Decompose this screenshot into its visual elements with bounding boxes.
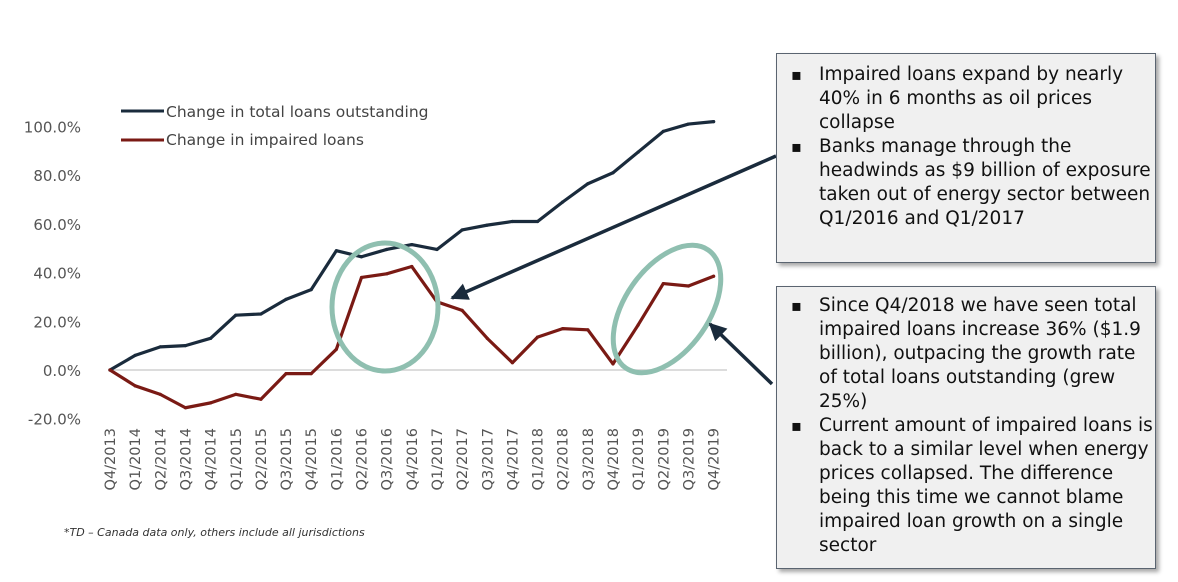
x-tick-label: Q4/2018 bbox=[606, 428, 622, 490]
data-point bbox=[460, 308, 464, 312]
data-point bbox=[561, 200, 565, 204]
line-chart: 100.0% 80.0% 60.0% 40.0% 20.0% 0.0% -20.0% Q4/… bbox=[24, 103, 727, 490]
y-tick-label: 40.0% bbox=[33, 265, 81, 283]
data-point bbox=[284, 372, 288, 376]
data-point bbox=[510, 361, 514, 365]
x-tick-label: Q4/2016 bbox=[405, 428, 421, 490]
highlight-circle-2016 bbox=[329, 240, 441, 374]
x-tick-label: Q2/2016 bbox=[355, 428, 371, 490]
callout-bullet: Impaired loans expand by nearly 40% in 6… bbox=[777, 63, 1155, 135]
x-tick-label: Q3/2016 bbox=[380, 428, 396, 490]
data-point bbox=[410, 264, 414, 269]
x-tick-label: Q4/2017 bbox=[505, 428, 521, 490]
data-point bbox=[661, 281, 665, 286]
x-tick-label: Q3/2017 bbox=[480, 428, 496, 490]
data-point bbox=[712, 120, 716, 124]
data-point bbox=[309, 288, 313, 292]
data-point bbox=[259, 312, 263, 316]
data-point bbox=[686, 284, 691, 288]
data-point bbox=[535, 219, 540, 224]
data-point bbox=[535, 335, 540, 339]
x-tick-label: Q3/2015 bbox=[279, 428, 295, 490]
highlight-circle-2019 bbox=[610, 242, 724, 376]
data-point bbox=[158, 392, 162, 396]
x-tick-label: Q1/2014 bbox=[128, 428, 144, 490]
x-tick-label: Q4/2013 bbox=[103, 428, 119, 490]
x-tick-label: Q3/2018 bbox=[581, 428, 597, 490]
series-line-impaired-loans bbox=[108, 264, 716, 410]
legend-label-impaired-loans: Change in impaired loans bbox=[166, 131, 364, 149]
legend-label-total-loans: Change in total loans outstanding bbox=[166, 103, 428, 121]
data-point bbox=[435, 247, 439, 252]
x-tick-label: Q1/2018 bbox=[531, 428, 547, 490]
data-point bbox=[510, 219, 514, 224]
callout-bullet: Banks manage through the headwinds as $9… bbox=[777, 135, 1155, 231]
y-tick-label: 80.0% bbox=[33, 167, 81, 185]
data-point bbox=[636, 323, 640, 327]
data-point bbox=[209, 336, 213, 340]
data-point bbox=[385, 247, 389, 252]
data-point bbox=[133, 353, 137, 357]
data-point bbox=[158, 345, 162, 349]
data-point bbox=[259, 397, 263, 401]
data-point bbox=[410, 242, 414, 247]
footnote: *TD – Canada data only, others include a… bbox=[64, 526, 365, 539]
x-tick-label: Q1/2015 bbox=[229, 428, 245, 490]
x-tick-label: Q2/2014 bbox=[153, 428, 169, 490]
data-point bbox=[359, 255, 364, 259]
data-point bbox=[359, 275, 364, 280]
data-point bbox=[712, 274, 716, 278]
data-point bbox=[234, 313, 238, 317]
callout-recent-growth: Since Q4/2018 we have seen total impaire… bbox=[776, 286, 1156, 569]
x-tick-label: Q4/2015 bbox=[304, 428, 320, 490]
data-point bbox=[334, 347, 338, 351]
x-tick-label: Q4/2019 bbox=[707, 428, 723, 490]
x-tick-label: Q2/2019 bbox=[656, 428, 672, 490]
callout-bullet: Current amount of impaired loans is back… bbox=[777, 414, 1155, 558]
y-tick-label: -20.0% bbox=[28, 411, 81, 429]
y-tick-label: 60.0% bbox=[33, 216, 81, 234]
data-point bbox=[183, 344, 188, 348]
data-point bbox=[561, 327, 565, 331]
data-point bbox=[485, 223, 489, 227]
data-point bbox=[385, 272, 389, 276]
data-point bbox=[209, 401, 213, 405]
callout-bullet: Since Q4/2018 we have seen total impaire… bbox=[777, 294, 1155, 414]
data-point bbox=[661, 129, 665, 133]
x-tick-label: Q2/2017 bbox=[455, 428, 471, 490]
legend: Change in total loans outstanding Change… bbox=[121, 103, 428, 149]
x-tick-label: Q3/2014 bbox=[178, 428, 194, 490]
data-point bbox=[460, 228, 464, 232]
x-tick-label: Q3/2019 bbox=[681, 428, 697, 490]
data-point bbox=[586, 328, 590, 332]
data-point bbox=[108, 368, 112, 372]
data-point bbox=[133, 384, 137, 388]
data-point bbox=[611, 362, 615, 366]
data-point bbox=[183, 406, 188, 410]
data-point bbox=[284, 297, 288, 301]
callout-oil-collapse: Impaired loans expand by nearly 40% in 6… bbox=[776, 53, 1156, 263]
x-tick-label: Q1/2017 bbox=[430, 428, 446, 490]
x-tick-label: Q1/2019 bbox=[631, 428, 647, 490]
data-point bbox=[686, 122, 691, 126]
y-tick-label: 0.0% bbox=[43, 362, 81, 380]
x-tick-label: Q2/2015 bbox=[254, 428, 270, 490]
x-tick-label: Q4/2014 bbox=[204, 428, 220, 490]
data-point bbox=[485, 336, 489, 340]
data-point bbox=[309, 372, 313, 376]
data-point bbox=[334, 249, 338, 253]
x-tick-label: Q2/2018 bbox=[556, 428, 572, 490]
y-tick-label: 100.0% bbox=[24, 119, 81, 137]
data-point bbox=[636, 150, 640, 154]
y-tick-label: 20.0% bbox=[33, 313, 81, 331]
data-point bbox=[611, 171, 615, 175]
data-point bbox=[586, 182, 590, 186]
data-point bbox=[234, 392, 238, 396]
x-tick-label: Q1/2016 bbox=[329, 428, 345, 490]
